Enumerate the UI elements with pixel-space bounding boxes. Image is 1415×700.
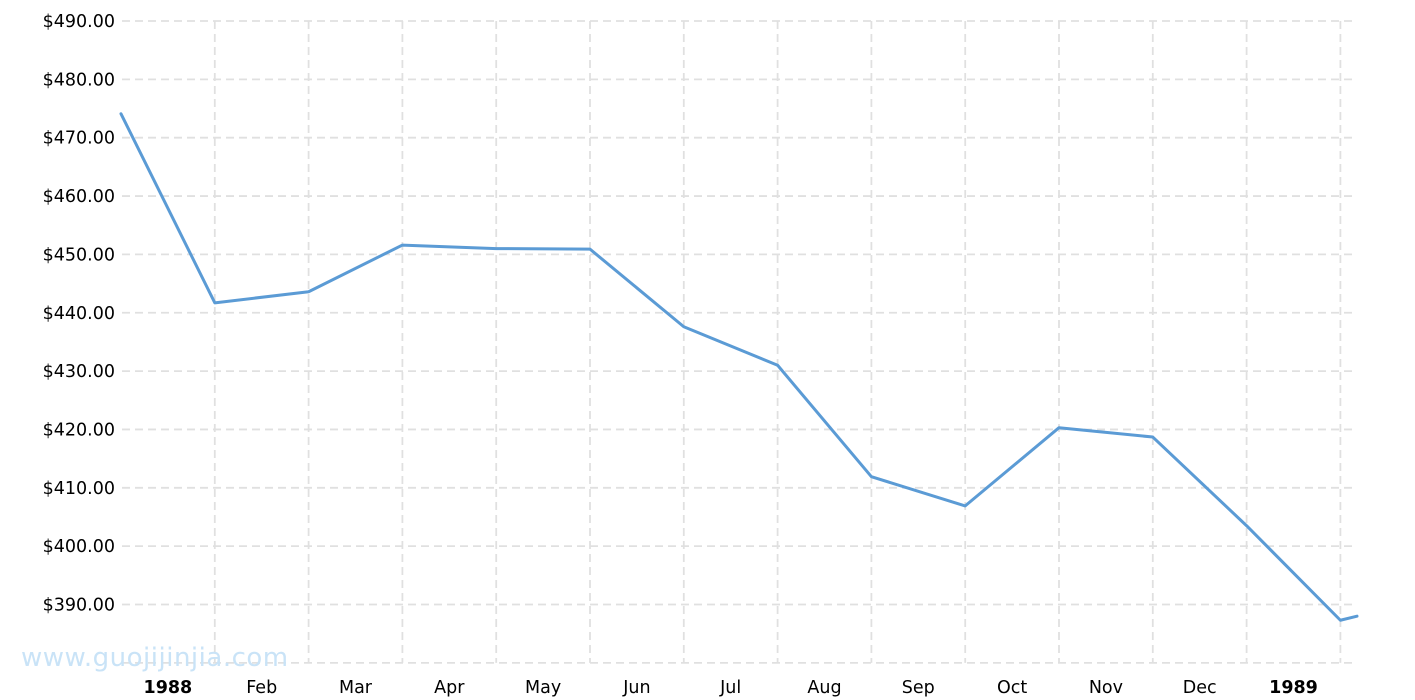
x-axis-tick-label: Aug: [807, 678, 841, 698]
y-axis-tick-label: $430.00: [43, 362, 115, 382]
y-axis-tick-label: $400.00: [43, 537, 115, 557]
y-axis-tick-label: $390.00: [43, 596, 115, 616]
y-axis-tick-label: $410.00: [43, 479, 115, 499]
x-axis-tick-label: Apr: [434, 678, 465, 698]
watermark: www.guojijinjia.com: [21, 643, 289, 673]
y-axis-tick-label: $480.00: [43, 70, 115, 90]
y-axis-tick-label: $450.00: [43, 245, 115, 265]
x-axis-tick-label: May: [525, 678, 561, 698]
y-axis-tick-label: $420.00: [43, 420, 115, 440]
x-axis-tick-label: Mar: [339, 678, 373, 698]
x-axis-tick-label: 1988: [144, 678, 193, 698]
x-axis-tick-label: Feb: [246, 678, 277, 698]
y-axis-tick-label: $460.00: [43, 187, 115, 207]
x-axis-tick-label: Nov: [1089, 678, 1123, 698]
x-axis-tick-label: Jun: [622, 678, 650, 698]
y-axis-tick-label: $440.00: [43, 304, 115, 324]
y-axis-tick-label: $470.00: [43, 129, 115, 149]
x-axis-tick-label: Jul: [719, 678, 741, 698]
price-line-series: [119, 112, 1359, 622]
y-axis-tick-label: $490.00: [43, 12, 115, 32]
x-axis-tick-label: Dec: [1183, 678, 1217, 698]
x-axis-tick-label: Oct: [997, 678, 1027, 698]
x-axis-tick-label: 1989: [1269, 678, 1318, 698]
x-axis-tick-label: Sep: [902, 678, 935, 698]
